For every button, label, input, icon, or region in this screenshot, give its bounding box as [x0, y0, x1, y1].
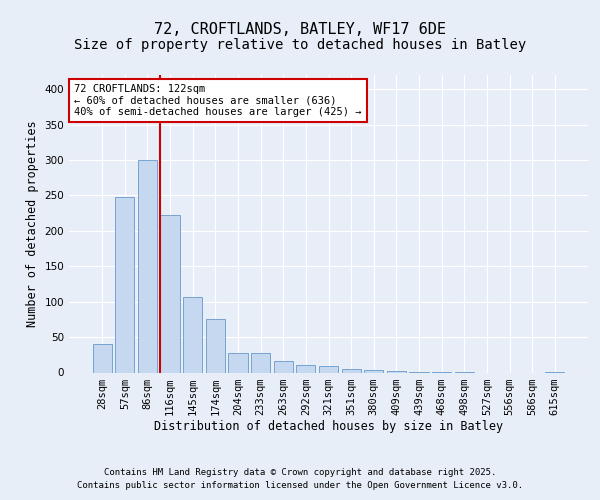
Bar [115, 197, 134, 372]
Text: 72, CROFTLANDS, BATLEY, WF17 6DE: 72, CROFTLANDS, BATLEY, WF17 6DE [154, 22, 446, 38]
Y-axis label: Number of detached properties: Number of detached properties [26, 120, 39, 327]
Bar [183, 298, 202, 372]
Bar [296, 366, 316, 372]
Bar [138, 160, 157, 372]
Bar [92, 344, 112, 372]
Bar [251, 352, 270, 372]
Bar [160, 214, 180, 372]
Bar [206, 320, 225, 372]
Bar [341, 369, 361, 372]
X-axis label: Distribution of detached houses by size in Batley: Distribution of detached houses by size … [154, 420, 503, 434]
Text: Contains HM Land Registry data © Crown copyright and database right 2025.: Contains HM Land Registry data © Crown c… [104, 468, 496, 477]
Bar [319, 366, 338, 372]
Bar [364, 370, 383, 372]
Text: Contains public sector information licensed under the Open Government Licence v3: Contains public sector information licen… [77, 480, 523, 490]
Text: 72 CROFTLANDS: 122sqm
← 60% of detached houses are smaller (636)
40% of semi-det: 72 CROFTLANDS: 122sqm ← 60% of detached … [74, 84, 362, 117]
Bar [274, 361, 293, 372]
Bar [387, 371, 406, 372]
Text: Size of property relative to detached houses in Batley: Size of property relative to detached ho… [74, 38, 526, 52]
Bar [229, 352, 248, 372]
